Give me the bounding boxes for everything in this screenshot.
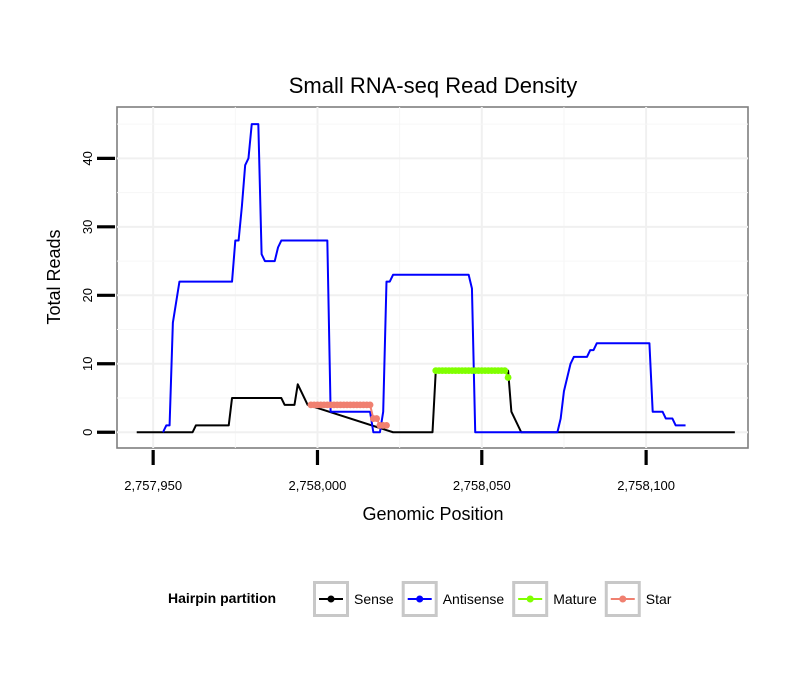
chart-title: Small RNA-seq Read Density [289, 73, 578, 98]
data-point-mature [501, 367, 509, 375]
x-tick-label: 2,758,000 [289, 478, 347, 493]
x-axis: 2,757,950 2,758,000 2,758,050 2,758,100 [124, 450, 675, 493]
legend-item-star: Star [604, 581, 672, 617]
x-tick-label: 2,757,950 [124, 478, 182, 493]
series-line-sense [136, 369, 735, 434]
legend-key-marker [416, 595, 424, 603]
data-point-star [366, 401, 374, 409]
x-axis-title: Genomic Position [362, 504, 503, 524]
data-point-mature [504, 374, 512, 381]
y-tick-label: 0 [80, 429, 95, 436]
legend-label: Star [646, 591, 672, 607]
legend-label: Antisense [443, 591, 505, 607]
plot-panel [116, 106, 749, 449]
y-axis: 0 10 20 30 40 [80, 151, 115, 436]
legend-item-mature: Mature [512, 581, 597, 617]
legend: Hairpin partition Sense Antisense Mature St… [168, 581, 672, 617]
legend-item-sense: Sense [313, 581, 394, 617]
x-tick-label: 2,758,100 [617, 478, 675, 493]
legend-item-antisense: Antisense [401, 581, 505, 617]
y-tick-label: 40 [80, 151, 95, 165]
legend-label: Mature [553, 591, 597, 607]
data-point-star [373, 415, 381, 422]
series-layer [136, 123, 735, 434]
y-tick-label: 20 [80, 288, 95, 302]
y-tick-label: 10 [80, 357, 95, 371]
data-point-star [383, 422, 390, 429]
legend-label: Sense [354, 591, 394, 607]
series-line-antisense [162, 123, 686, 434]
y-tick-label: 30 [80, 220, 95, 234]
x-tick-label: 2,758,050 [453, 478, 511, 493]
legend-key-marker [327, 595, 335, 603]
legend-key-marker [619, 595, 627, 603]
y-axis-title: Total Reads [44, 229, 64, 324]
legend-title: Hairpin partition [168, 590, 276, 606]
legend-key-marker [526, 595, 534, 603]
